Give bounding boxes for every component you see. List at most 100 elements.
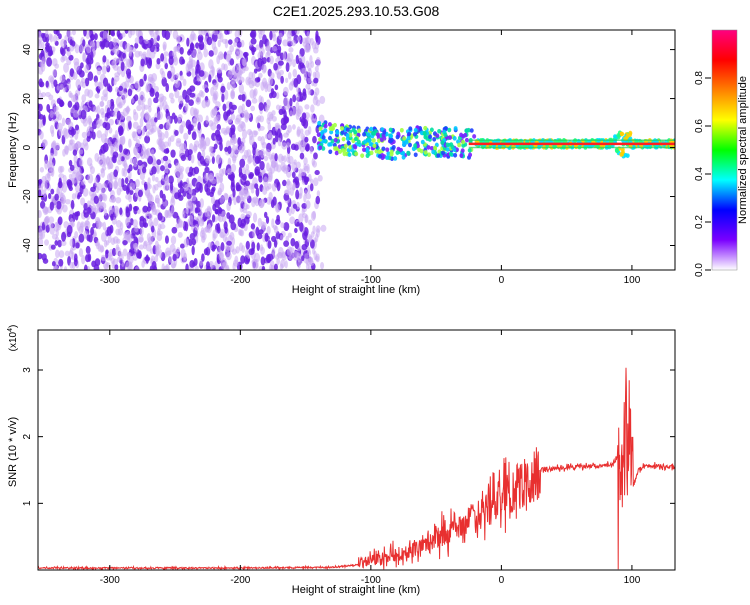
noise-point — [256, 242, 260, 251]
signal-point — [363, 139, 368, 144]
noise-point — [266, 50, 272, 56]
noise-point — [283, 240, 290, 247]
noise-point — [265, 216, 270, 224]
signal-point — [620, 131, 625, 137]
noise-point — [162, 155, 169, 162]
noise-point — [119, 111, 125, 120]
noise-point — [224, 146, 229, 152]
noise-point — [38, 178, 43, 185]
noise-point — [304, 253, 309, 260]
signal-point — [327, 135, 332, 141]
noise-point — [63, 62, 69, 73]
noise-point — [88, 100, 93, 108]
signal-point — [404, 140, 409, 145]
noise-point — [140, 111, 145, 119]
noise-point — [287, 30, 292, 36]
noise-point — [288, 208, 292, 216]
noise-point — [185, 263, 189, 270]
noise-point — [252, 147, 256, 156]
noise-point — [295, 92, 300, 102]
noise-point — [293, 159, 297, 166]
noise-point — [244, 169, 251, 175]
noise-point — [199, 230, 206, 239]
noise-point — [87, 115, 92, 125]
noise-point — [188, 48, 193, 54]
noise-point — [295, 161, 301, 169]
noise-point — [203, 48, 209, 58]
noise-point — [124, 177, 129, 184]
noise-point — [146, 206, 152, 212]
noise-point — [292, 250, 299, 261]
noise-point — [224, 38, 229, 49]
noise-point — [195, 207, 201, 213]
noise-point — [285, 62, 290, 73]
noise-point — [221, 93, 225, 103]
noise-point — [59, 165, 65, 173]
noise-point — [115, 219, 122, 228]
signal-point — [341, 136, 346, 142]
noise-point — [175, 73, 180, 79]
noise-point — [226, 240, 232, 246]
noise-point — [308, 125, 312, 135]
snr-x-label: Height of straight line (km) — [292, 584, 420, 596]
noise-point — [99, 100, 105, 107]
noise-point — [132, 131, 138, 142]
x-tick-label: 100 — [624, 575, 641, 586]
noise-point — [104, 263, 109, 270]
noise-point — [237, 137, 242, 146]
noise-point — [114, 180, 118, 189]
noise-point — [81, 94, 87, 103]
noise-point — [309, 239, 315, 249]
signal-point — [445, 147, 450, 152]
noise-point — [50, 99, 56, 107]
noise-point — [217, 190, 222, 196]
noise-point — [115, 196, 122, 204]
noise-point — [69, 92, 74, 99]
noise-point — [213, 46, 218, 56]
noise-point — [259, 148, 265, 159]
signal-point — [338, 149, 343, 154]
svg-text:(x104): (x104) — [7, 325, 19, 352]
noise-point — [250, 46, 257, 53]
noise-point — [227, 117, 233, 124]
noise-point — [69, 261, 74, 269]
x-tick-label: -200 — [230, 575, 250, 586]
noise-point — [295, 201, 300, 210]
noise-point — [265, 254, 272, 264]
noise-point — [116, 110, 121, 121]
noise-point — [265, 149, 271, 156]
noise-point — [298, 168, 303, 178]
noise-point — [265, 45, 271, 52]
noise-point — [104, 39, 110, 48]
noise-point — [171, 112, 176, 120]
noise-point — [240, 39, 245, 48]
noise-point — [273, 225, 279, 234]
noise-point — [263, 176, 269, 187]
noise-point — [282, 164, 289, 170]
noise-point — [66, 50, 72, 57]
noise-point — [86, 234, 91, 242]
noise-point — [250, 37, 257, 45]
noise-point — [78, 149, 84, 155]
noise-point — [147, 240, 153, 246]
noise-point — [96, 67, 102, 76]
noise-point — [94, 80, 99, 87]
noise-point — [63, 266, 68, 270]
noise-point — [38, 78, 43, 88]
signal-point — [408, 126, 413, 131]
noise-point — [245, 240, 250, 250]
noise-point — [144, 183, 148, 191]
noise-point — [245, 99, 252, 108]
signal-point — [419, 130, 424, 136]
noise-point — [153, 97, 159, 104]
spectrogram-y-label: Frequency (Hz) — [7, 112, 19, 188]
noise-point — [222, 261, 228, 269]
noise-point — [136, 104, 142, 112]
noise-point — [253, 130, 259, 136]
noise-point — [255, 149, 261, 157]
noise-point — [39, 130, 44, 140]
signal-point — [459, 153, 464, 158]
noise-point — [102, 77, 109, 87]
noise-point — [157, 138, 163, 148]
noise-point — [258, 229, 264, 235]
